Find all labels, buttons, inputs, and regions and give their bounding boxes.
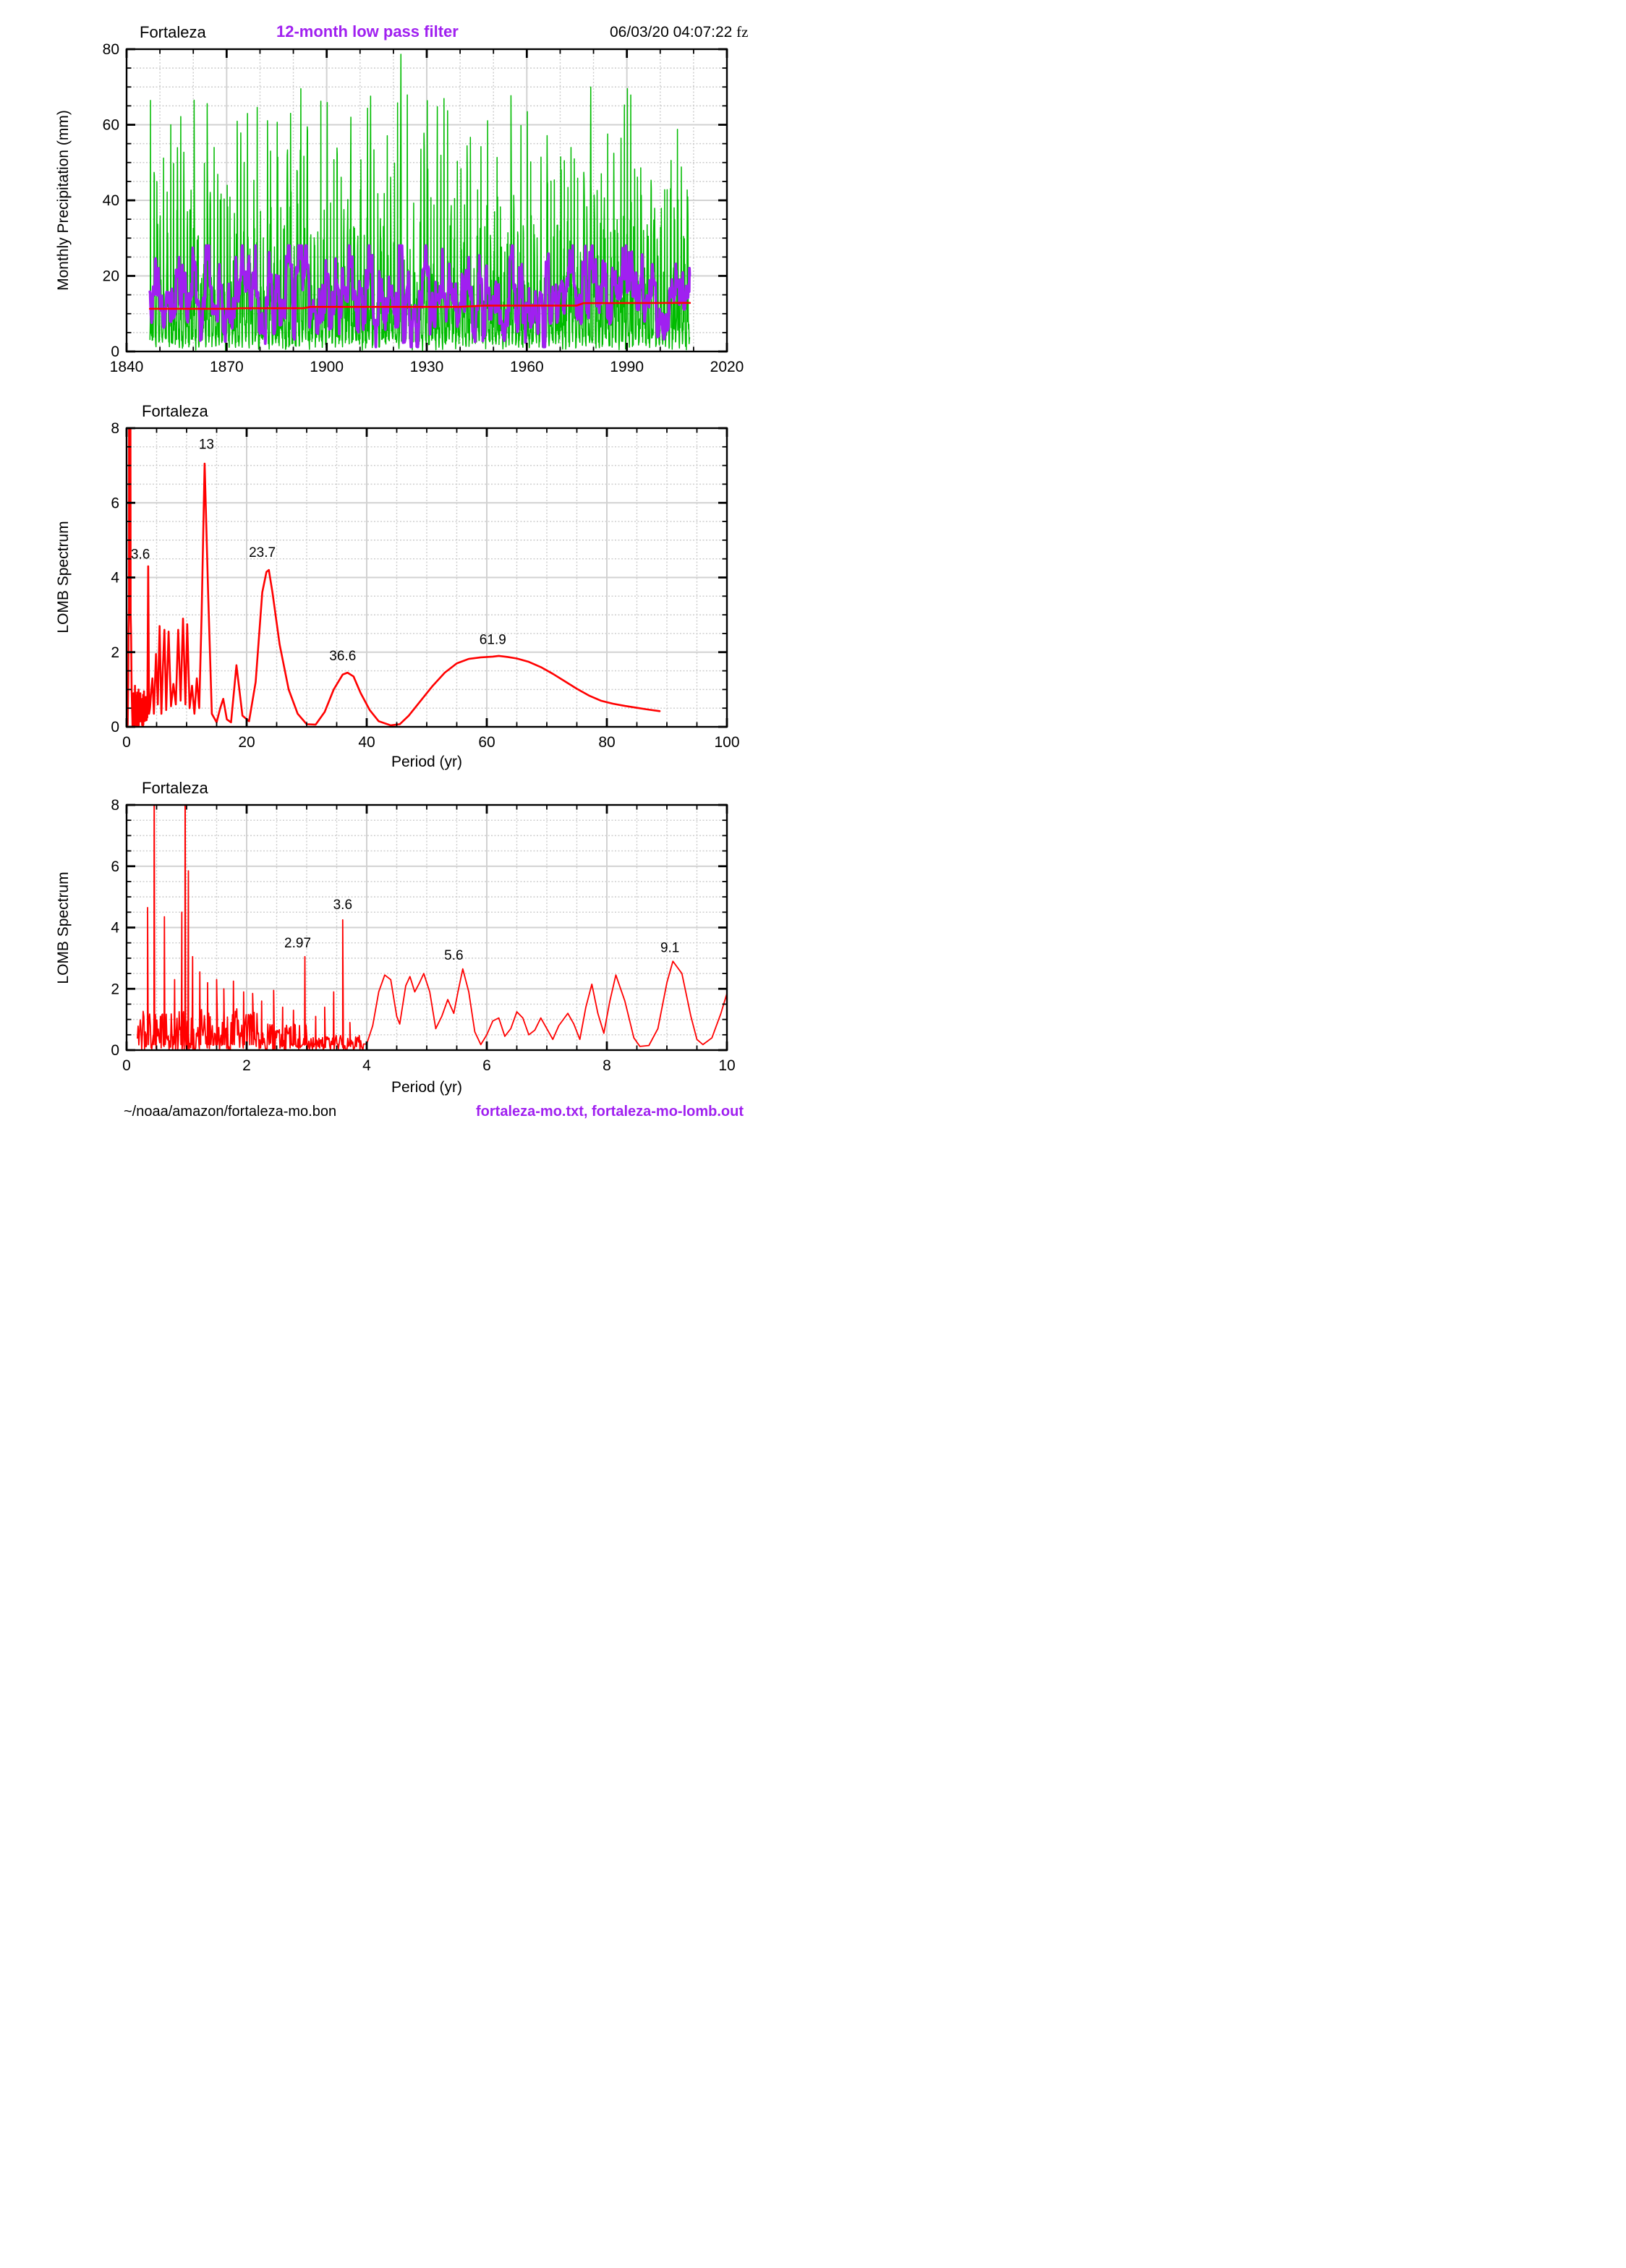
- lowpass-filter-label: 12-month low pass filter: [276, 22, 459, 40]
- lomb100-y-axis-title: LOMB Spectrum: [55, 521, 72, 634]
- middle-panel-title: Fortaleza: [142, 402, 208, 420]
- plots-canvas: [0, 0, 813, 1134]
- output-file-names: fortaleza-mo.txt, fortaleza-mo-lomb.out: [476, 1104, 744, 1120]
- lomb100-x-axis-title: Period (yr): [391, 754, 463, 770]
- lomb10-y-axis-title: LOMB Spectrum: [55, 871, 72, 984]
- lomb10-x-axis-title: Period (yr): [391, 1079, 463, 1096]
- timestamp: 06/03/20 04:07:22 fz: [610, 23, 749, 41]
- timestamp-suffix: fz: [736, 23, 749, 40]
- plot-page: { "header": { "center_title": "12-month …: [0, 0, 813, 1134]
- timestamp-value: 06/03/20 04:07:22: [610, 24, 733, 40]
- source-file-path: ~/noaa/amazon/fortaleza-mo.bon: [124, 1104, 337, 1120]
- bottom-panel-title: Fortaleza: [142, 779, 208, 797]
- top-panel-title: Fortaleza: [140, 23, 206, 41]
- precip-y-axis-title: Monthly Precipitation (mm): [55, 110, 72, 291]
